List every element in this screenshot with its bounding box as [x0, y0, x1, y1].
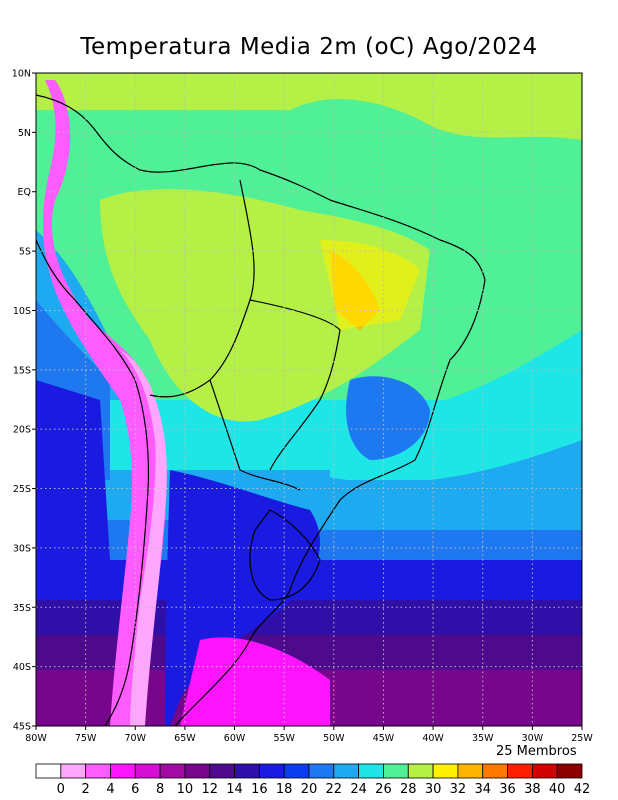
colorbar-swatch	[432, 763, 459, 779]
colorbar-label: 4	[106, 782, 114, 797]
temperature-field	[36, 73, 582, 726]
lon-tick-label: 30W	[522, 733, 544, 744]
longitude-axis: 80W 75W 70W 65W 60W 55W 50W 45W 40W 35W 30W 25W	[25, 726, 593, 744]
lat-tick-label: 25S	[13, 484, 31, 495]
colorbar-swatch	[358, 763, 384, 779]
colorbar-label: 42	[574, 782, 591, 797]
lon-tick-label: 25W	[571, 733, 593, 744]
lon-tick-label: 60W	[224, 733, 246, 744]
colorbar-label: 30	[425, 782, 442, 797]
colorbar-swatch	[457, 763, 484, 779]
latitude-axis: 10N 5N EQ 5S 10S 15S 20S 25S 30S 35S 40S 45S	[12, 69, 36, 733]
lat-tick-label: EQ	[18, 187, 31, 198]
colorbar-swatch	[383, 763, 409, 779]
lon-tick-label: 45W	[373, 733, 395, 744]
colorbar-swatch	[35, 763, 62, 779]
lon-tick-label: 50W	[323, 733, 345, 744]
colorbar-swatch	[407, 763, 434, 779]
colorbar-label: 34	[474, 782, 491, 797]
colorbar-swatch	[184, 763, 211, 779]
lat-tick-label: 5N	[18, 128, 31, 139]
colorbar-label: 20	[301, 782, 318, 797]
colorbar-label: 24	[350, 782, 367, 797]
colorbar-swatch	[234, 763, 260, 779]
lon-tick-label: 80W	[25, 733, 47, 744]
colorbar-swatch	[283, 763, 310, 779]
lat-tick-label: 40S	[13, 662, 31, 673]
lat-tick-label: 10N	[12, 69, 31, 80]
colorbar-label: 8	[156, 782, 164, 797]
colorbar-label: 2	[81, 782, 89, 797]
colorbar-label: 18	[276, 782, 293, 797]
colorbar-swatch	[333, 763, 360, 779]
map-grid	[36, 73, 582, 726]
colorbar-label: 36	[499, 782, 516, 797]
colorbar-swatch	[60, 763, 87, 779]
lat-tick-label: 20S	[13, 425, 31, 436]
colorbar-swatch	[134, 763, 161, 779]
lat-tick-label: 35S	[13, 603, 31, 614]
colorbar-label: 38	[524, 782, 541, 797]
lon-tick-label: 70W	[125, 733, 147, 744]
colorbar-label: 10	[177, 782, 194, 797]
colorbar-swatch	[159, 763, 186, 779]
colorbar-label: 0	[57, 782, 65, 797]
colorbar-label: 12	[201, 782, 218, 797]
members-label: 25 Membros	[496, 744, 577, 759]
colorbar-label: 14	[226, 782, 243, 797]
lon-tick-label: 40W	[422, 733, 444, 744]
colorbar-label: 40	[549, 782, 566, 797]
colorbar-swatch	[85, 763, 111, 779]
colorbar-swatch	[507, 763, 533, 779]
lat-tick-label: 30S	[13, 543, 31, 554]
colorbar-swatch	[531, 763, 558, 779]
lat-tick-label: 5S	[19, 247, 31, 258]
colorbar: 0 2 4 6 8 10 12 14 16 18 20 22 24 26 28 30 32 34 36 38 40 42	[35, 763, 591, 797]
lon-tick-label: 75W	[75, 733, 97, 744]
colorbar-swatch	[482, 763, 508, 779]
lat-tick-label: 45S	[13, 722, 31, 733]
colorbar-label: 16	[251, 782, 268, 797]
colorbar-swatch	[308, 763, 335, 779]
lon-tick-label: 65W	[174, 733, 196, 744]
lat-tick-label: 15S	[13, 365, 31, 376]
colorbar-swatch	[110, 763, 136, 779]
colorbar-label: 32	[450, 782, 467, 797]
colorbar-swatch	[209, 763, 235, 779]
colorbar-label: 22	[326, 782, 343, 797]
colorbar-label: 28	[400, 782, 417, 797]
colorbar-label: 6	[131, 782, 139, 797]
colorbar-swatch	[556, 763, 583, 779]
map-frame	[35, 72, 583, 727]
colorbar-label: 26	[375, 782, 392, 797]
lon-tick-label: 55W	[273, 733, 295, 744]
lat-tick-label: 10S	[13, 306, 31, 317]
colorbar-swatch	[258, 763, 285, 779]
political-borders	[36, 94, 486, 726]
lon-tick-label: 35W	[472, 733, 494, 744]
map-title: Temperatura Media 2m (oC) Ago/2024	[80, 34, 538, 60]
